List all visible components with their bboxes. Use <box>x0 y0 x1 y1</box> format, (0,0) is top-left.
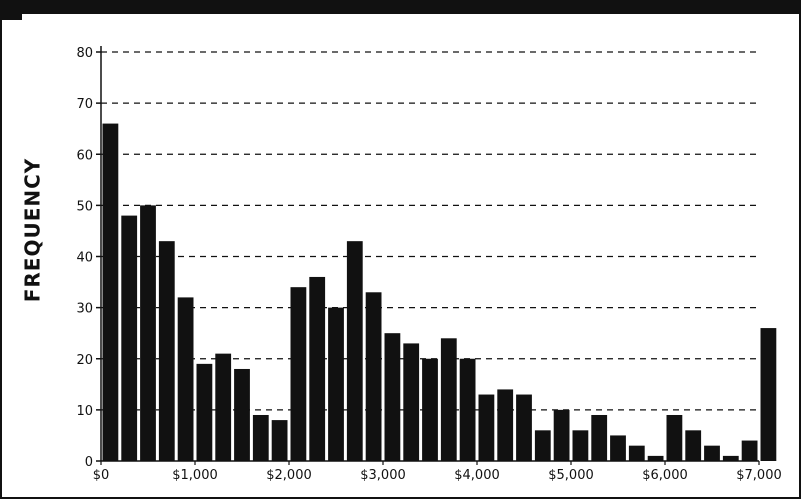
bar <box>704 445 720 461</box>
y-tick-label: 50 <box>76 199 93 214</box>
bar <box>741 440 758 461</box>
axes <box>96 46 760 465</box>
top-border <box>0 0 801 14</box>
bar <box>290 287 307 461</box>
bar <box>140 205 156 461</box>
x-tick-label: $3,000 <box>360 468 406 483</box>
bar <box>628 445 645 461</box>
y-tick-labels: 0 10 20 30 40 50 60 70 80 <box>76 46 93 470</box>
y-tick-label: 40 <box>76 251 93 266</box>
x-tick-labels: $0 $1,000 $2,000 $3,000 $4,000 $5,000 $6,000 $7… <box>93 468 782 483</box>
bar <box>553 409 570 461</box>
bar <box>328 307 344 461</box>
bar <box>478 394 495 461</box>
y-tick-label: 20 <box>76 353 93 368</box>
bar <box>234 368 250 461</box>
bar <box>685 430 702 461</box>
bar <box>196 363 213 461</box>
x-tick-label: $5,000 <box>548 468 594 483</box>
bar <box>271 420 288 461</box>
bar <box>666 414 683 461</box>
bar <box>177 297 194 461</box>
bar <box>403 343 420 461</box>
bar <box>610 435 626 461</box>
bar <box>497 389 514 461</box>
bar <box>102 123 119 461</box>
y-tick-label: 0 <box>85 455 93 470</box>
y-tick-label: 60 <box>76 148 93 163</box>
bar <box>365 292 382 461</box>
bar <box>516 394 532 461</box>
bar <box>384 333 401 461</box>
x-tick-label: $0 <box>93 468 110 483</box>
bar <box>422 358 438 461</box>
x-tick-label: $1,000 <box>172 468 218 483</box>
bar <box>158 241 175 461</box>
x-tick-label: $6,000 <box>642 468 688 483</box>
bars <box>102 123 777 461</box>
y-tick-label: 80 <box>76 46 93 61</box>
gridlines <box>101 51 759 411</box>
bar <box>572 430 589 461</box>
bar <box>121 215 138 461</box>
bar <box>647 455 664 461</box>
bar <box>534 430 551 461</box>
y-tick-label: 10 <box>76 404 93 419</box>
bar <box>760 328 777 461</box>
y-tick-label: 30 <box>76 302 93 317</box>
bar <box>346 241 363 461</box>
bar <box>252 414 269 461</box>
x-tick-label: $2,000 <box>266 468 312 483</box>
bar <box>215 353 232 461</box>
x-tick-label: $4,000 <box>454 468 500 483</box>
bar <box>440 338 457 461</box>
corner-tab <box>0 0 22 20</box>
bar <box>722 455 739 461</box>
bar <box>459 358 476 461</box>
y-tick-label: 70 <box>76 97 93 112</box>
bar <box>591 414 608 461</box>
bar <box>309 276 326 461</box>
x-tick-label: $7,000 <box>736 468 782 483</box>
